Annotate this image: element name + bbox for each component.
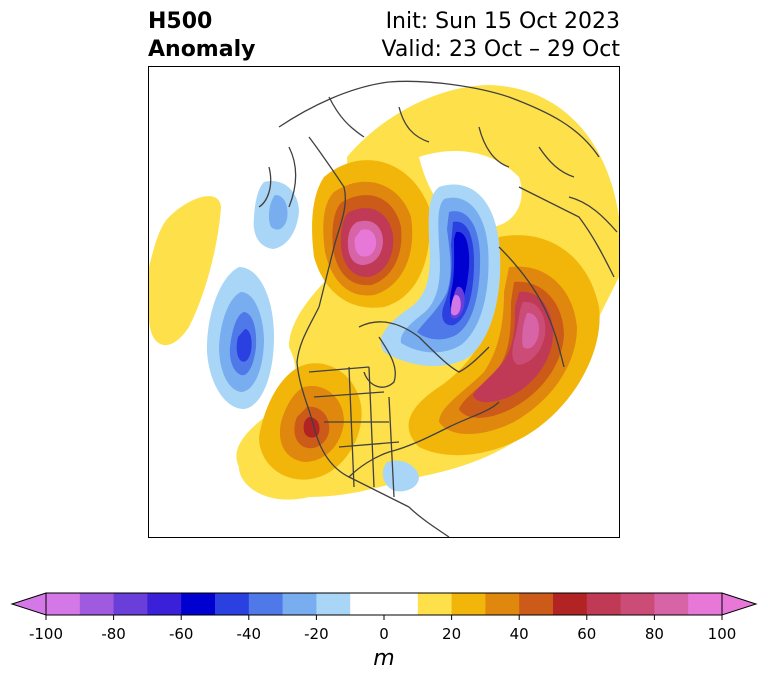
colorbar bbox=[10, 592, 758, 620]
colorbar-cell bbox=[248, 593, 284, 615]
colorbar-cell bbox=[553, 593, 588, 615]
colorbar-tick-label: 40 bbox=[509, 625, 529, 643]
colorbar-cell bbox=[215, 593, 250, 615]
negative-anomaly-trough-pacific bbox=[206, 181, 299, 409]
title-variable: H500 bbox=[148, 9, 213, 34]
colorbar-cell bbox=[451, 593, 486, 615]
colorbar-tick-label: 80 bbox=[644, 625, 664, 643]
colorbar-cell bbox=[688, 593, 723, 615]
colorbar-cell bbox=[620, 593, 655, 615]
title-field: Anomaly bbox=[148, 37, 256, 62]
colorbar-cell bbox=[147, 593, 182, 615]
colorbar-cell bbox=[46, 593, 81, 615]
colorbar-tick-label: 60 bbox=[577, 625, 597, 643]
colorbar-cell bbox=[417, 593, 453, 615]
chart-dates: Init: Sun 15 Oct 2023 Valid: 23 Oct – 29… bbox=[382, 8, 620, 64]
colorbar-cell bbox=[586, 593, 622, 615]
init-date: Init: Sun 15 Oct 2023 bbox=[385, 9, 620, 34]
colorbar-extend-min bbox=[10, 592, 47, 616]
colorbar-tick-label: -40 bbox=[236, 625, 262, 643]
colorbar-cell bbox=[181, 593, 216, 615]
colorbar-tick-label: 100 bbox=[707, 625, 737, 643]
map-svg bbox=[149, 80, 619, 537]
colorbar-cell bbox=[282, 593, 317, 615]
chart-title: H500 Anomaly bbox=[148, 8, 255, 64]
colorbar-cell bbox=[384, 593, 419, 615]
colorbar-cell bbox=[350, 593, 385, 615]
valid-date: Valid: 23 Oct – 29 Oct bbox=[381, 37, 620, 62]
colorbar-unit-label: m bbox=[373, 646, 395, 671]
colorbar-cell bbox=[79, 593, 115, 615]
coastlines-and-borders bbox=[258, 80, 618, 537]
colorbar-tick-label: -100 bbox=[28, 625, 64, 643]
colorbar-tick-label: -20 bbox=[304, 625, 329, 643]
colorbar-cell bbox=[654, 593, 689, 615]
colorbar-cell bbox=[485, 593, 520, 615]
positive-anomaly-maxima bbox=[347, 220, 546, 365]
anomaly-map bbox=[148, 66, 620, 538]
colorbar-tick-label: 20 bbox=[442, 625, 462, 643]
negative-anomaly-trough-east bbox=[380, 184, 501, 367]
colorbar-cell bbox=[113, 593, 148, 615]
colorbar-tick-label: 0 bbox=[379, 625, 389, 643]
colorbar-tick-label: -80 bbox=[101, 625, 126, 643]
colorbar-cell bbox=[316, 593, 351, 615]
colorbar-cell bbox=[519, 593, 554, 615]
negative-anomaly-eastern-us bbox=[382, 460, 419, 492]
colorbar-extend-max bbox=[721, 592, 758, 616]
colorbar-tick-label: -60 bbox=[168, 625, 194, 643]
